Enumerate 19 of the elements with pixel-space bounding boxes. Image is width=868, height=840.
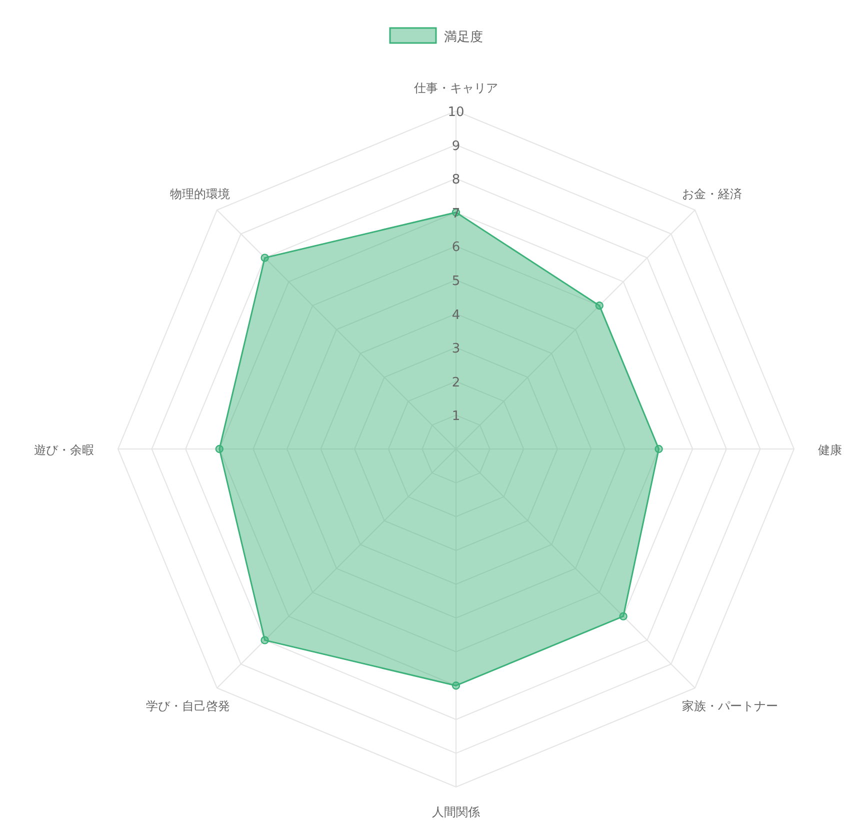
- spoke-label: 遊び・余暇: [34, 443, 94, 457]
- spoke-label: 学び・自己啓発: [146, 698, 230, 713]
- y-tick-label: 6: [452, 240, 460, 256]
- spoke-label: 人間関係: [432, 805, 480, 819]
- y-tick-label: 2: [452, 375, 460, 390]
- spoke-label: 仕事・キャリア: [413, 81, 498, 95]
- legend-label: 満足度: [444, 29, 483, 45]
- y-tick-label: 5: [452, 274, 460, 289]
- y-tick-label: 8: [452, 172, 460, 188]
- y-tick-label: 9: [452, 138, 460, 154]
- y-tick-label: 1: [452, 409, 460, 424]
- legend: 満足度: [389, 27, 483, 45]
- y-tick-label: 3: [452, 342, 460, 357]
- spoke-label: お金・経済: [682, 187, 742, 202]
- spoke-label: 家族・パートナー: [682, 698, 778, 713]
- y-tick-label: 10: [448, 105, 464, 120]
- y-tick-label: 4: [452, 308, 460, 323]
- spoke-label: 物理的環境: [170, 187, 230, 202]
- spoke-label: 健康: [818, 443, 842, 457]
